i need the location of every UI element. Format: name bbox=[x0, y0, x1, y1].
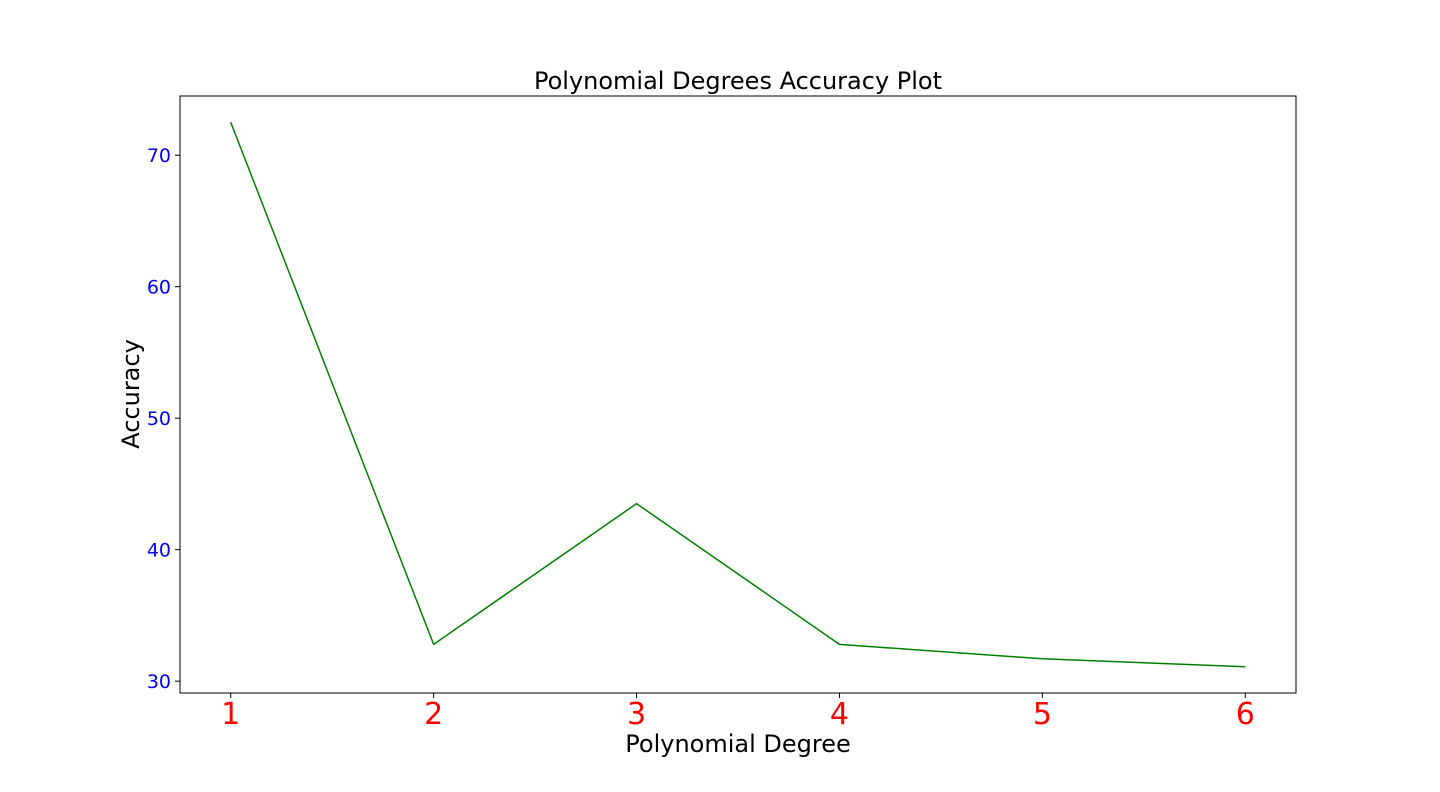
plot-frame bbox=[179, 95, 1297, 694]
series-line bbox=[230, 122, 1246, 668]
y-tick-label: 70 bbox=[147, 145, 171, 167]
x-axis-ticks: 1 2 3 4 5 6 bbox=[221, 693, 1255, 732]
y-axis-label: Accuracy bbox=[117, 339, 145, 449]
series-group bbox=[230, 122, 1246, 668]
x-tick-label: 5 bbox=[1033, 697, 1052, 732]
y-tick-label: 30 bbox=[147, 671, 171, 693]
y-tick-label: 50 bbox=[147, 408, 171, 430]
y-axis-ticks: 30 40 50 60 70 bbox=[147, 145, 180, 693]
chart-title: Polynomial Degrees Accuracy Plot bbox=[534, 67, 942, 95]
x-tick-label: 6 bbox=[1236, 697, 1255, 732]
x-axis-label: Polynomial Degree bbox=[625, 730, 850, 758]
x-tick-label: 2 bbox=[424, 697, 443, 732]
y-tick-label: 40 bbox=[147, 540, 171, 562]
x-tick-label: 4 bbox=[830, 697, 849, 732]
y-tick-label: 60 bbox=[147, 277, 171, 299]
x-tick-label: 1 bbox=[221, 697, 240, 732]
x-tick-label: 3 bbox=[627, 697, 646, 732]
